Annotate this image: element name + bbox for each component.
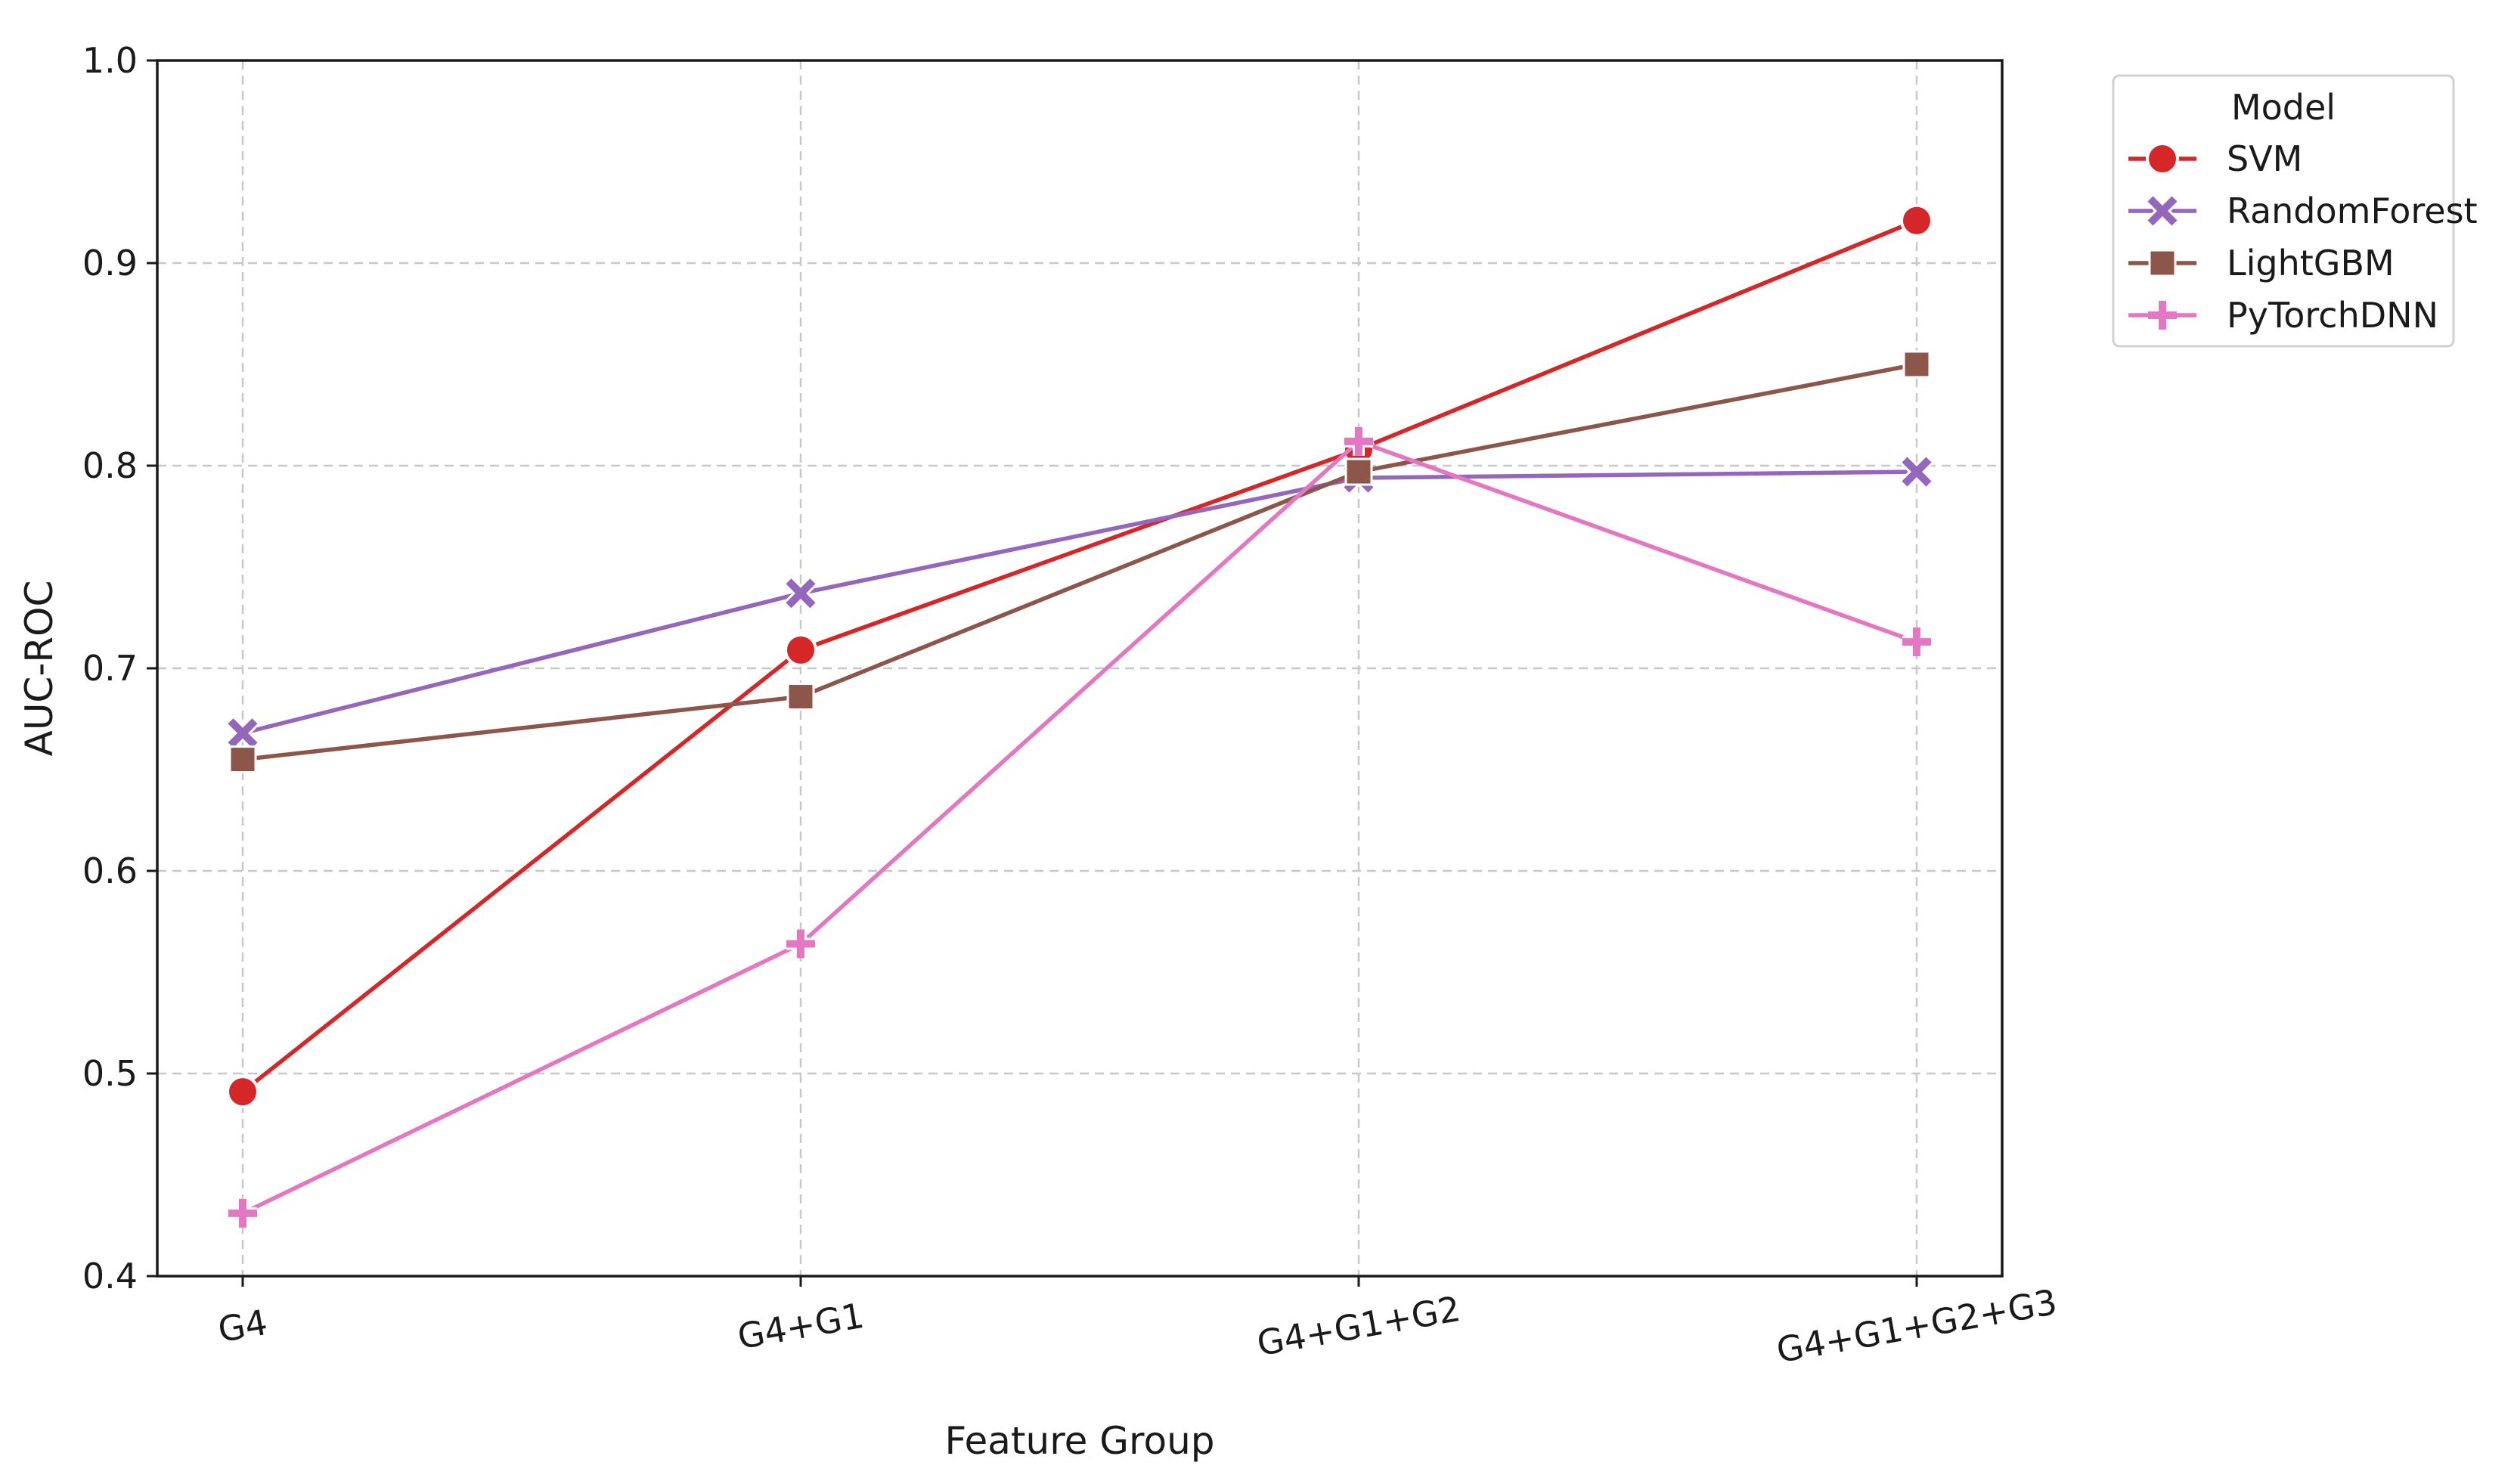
legend-label: LightGBM (2227, 243, 2395, 283)
data-point (228, 745, 257, 774)
series-lines (226, 203, 1933, 1228)
data-point (786, 683, 815, 711)
legend-item-randomforest: RandomForest (2128, 191, 2478, 231)
y-axis-label: AUC-ROC (17, 581, 61, 757)
y-tick-label: 0.6 (82, 850, 138, 891)
data-point (1902, 350, 1931, 379)
data-point (226, 717, 259, 750)
data-point (1344, 426, 1373, 456)
legend-item-pytorchdnn: PyTorchDNN (2128, 295, 2438, 336)
data-point (784, 577, 817, 610)
x-tick-label: G4+G1+G2+G3 (1774, 1281, 2060, 1371)
y-tick-label: 0.7 (82, 648, 138, 689)
legend-title: Model (2231, 87, 2336, 128)
y-tick-label: 1.0 (82, 40, 138, 81)
data-point (1900, 203, 1933, 237)
series-svm (226, 203, 1933, 1109)
legend-marker (2146, 194, 2179, 228)
x-tick-label: G4+G1+G2 (1254, 1288, 1463, 1364)
legend-label: SVM (2227, 138, 2302, 179)
legend-marker (2148, 249, 2177, 277)
series-randomforest (226, 455, 1933, 750)
series-pytorchdnn (228, 426, 1931, 1228)
y-tick-label: 0.5 (82, 1053, 138, 1094)
legend-item-svm: SVM (2128, 138, 2302, 179)
data-point (784, 633, 817, 667)
legend-marker (2148, 301, 2177, 330)
series-lightgbm (228, 350, 1931, 774)
legend-label: RandomForest (2227, 191, 2478, 231)
series-line (242, 362, 1917, 762)
legend: Model SVM RandomForest LightGBM PyTorchDNN (2112, 74, 2478, 348)
y-tick-label: 0.8 (82, 445, 138, 486)
legend-item-lightgbm: LightGBM (2128, 243, 2395, 283)
x-tick-label: G4+G1 (734, 1295, 866, 1357)
y-tick-label: 0.4 (82, 1256, 138, 1297)
series-line (241, 218, 1918, 1094)
series-line (241, 439, 1917, 1216)
legend-label: PyTorchDNN (2227, 295, 2438, 336)
legend-marker (2146, 142, 2179, 175)
data-point (1344, 457, 1373, 486)
y-tick-label: 0.9 (82, 243, 138, 283)
legend-box (2112, 74, 2455, 348)
x-axis-label: Feature Group (944, 1419, 1214, 1463)
series-line (242, 469, 1917, 736)
x-tick-label: G4 (215, 1302, 270, 1350)
data-point (226, 1075, 259, 1109)
data-point (1902, 627, 1931, 657)
data-point (228, 1198, 257, 1228)
data-point (786, 929, 815, 959)
grid-lines (157, 59, 2002, 1278)
data-point (1900, 455, 1933, 488)
